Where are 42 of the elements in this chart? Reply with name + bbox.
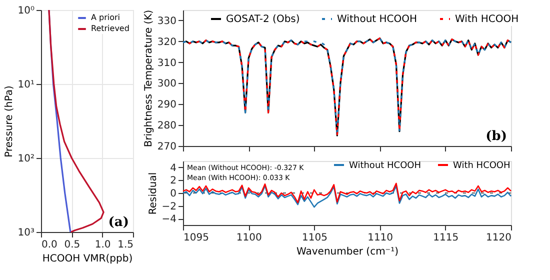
y-tick-label: 10³ bbox=[18, 228, 34, 238]
annotation: (b) bbox=[486, 129, 507, 144]
y-tick-label: 280 bbox=[157, 120, 176, 132]
y-tick-label: 320 bbox=[157, 36, 176, 48]
x-tick-label: 0.5 bbox=[64, 240, 80, 250]
legend-label: With HCOOH bbox=[453, 161, 510, 171]
y-tick-label: 270 bbox=[157, 142, 176, 152]
legend-label: Without HCOOH bbox=[349, 161, 422, 171]
x-tick-label: 1115 bbox=[433, 232, 459, 244]
y-tick-label: −4 bbox=[162, 214, 176, 226]
legend-label: Retrieved bbox=[91, 24, 130, 33]
y-tick-label: 10² bbox=[18, 154, 34, 164]
legend-label: Without HCOOH bbox=[337, 14, 418, 25]
line-series bbox=[182, 185, 512, 208]
y-axis-title: Brightness Temperature (K) bbox=[143, 10, 154, 148]
legend-label: A priori bbox=[91, 13, 120, 22]
y-tick-label: 10⁰ bbox=[18, 6, 34, 16]
y-axis-title: Pressure (hPa) bbox=[4, 86, 15, 158]
y-tick-label: 300 bbox=[157, 78, 176, 90]
y-tick-label: 4 bbox=[170, 162, 176, 174]
x-tick-label: 1095 bbox=[184, 232, 209, 244]
x-tick-label: 1110 bbox=[368, 232, 394, 244]
y-tick-label: 290 bbox=[157, 100, 176, 111]
y-tick-label: 310 bbox=[157, 58, 176, 69]
y-tick-label: −2 bbox=[162, 201, 176, 212]
x-tick-label: 1.0 bbox=[94, 240, 111, 250]
legend-label: GOSAT-2 (Obs) bbox=[226, 14, 300, 25]
y-tick-label: 330 bbox=[157, 16, 176, 27]
x-axis-title: Wavenumber (cm⁻¹) bbox=[296, 246, 399, 258]
annotation: (a) bbox=[108, 215, 129, 230]
y-tick-label: 2 bbox=[170, 176, 176, 187]
x-tick-label: 0.0 bbox=[42, 240, 58, 250]
y-tick-label: 10¹ bbox=[18, 80, 34, 90]
y-axis-title: Residual bbox=[148, 172, 159, 215]
y-tick-label: 0 bbox=[170, 188, 176, 200]
legend-label: With HCOOH bbox=[455, 14, 519, 25]
x-axis-title: HCOOH VMR(ppb) bbox=[42, 254, 133, 264]
x-tick-label: 1105 bbox=[302, 232, 328, 244]
line-series bbox=[182, 182, 512, 204]
x-tick-label: 1120 bbox=[486, 232, 512, 244]
x-tick-label: 1100 bbox=[236, 232, 262, 244]
x-tick-label: 1.5 bbox=[118, 240, 134, 250]
